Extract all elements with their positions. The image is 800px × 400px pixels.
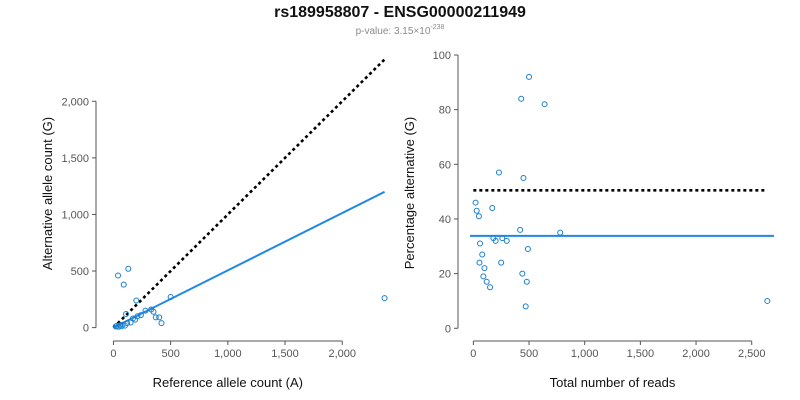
right-y-tick-label: 20 [439,269,451,281]
pvalue-text: p-value: 3.15×10 [355,26,431,37]
chart-title: rs189958807 - ENSG00000211949 [274,4,526,21]
right-data-point [495,169,502,176]
right-data-point [518,95,525,102]
right-data-point [473,207,480,214]
left-x-tick-label: 2,000 [328,348,356,360]
left-data-point [118,323,125,330]
right-data-point [764,297,771,304]
right-x-axis-title: Total number of reads [550,375,676,390]
left-x-tick-label: 0 [110,348,116,360]
left-fit-line [112,190,386,329]
left-data-point [167,294,174,301]
right-data-point [541,101,548,108]
right-x-tick-label: 2,000 [682,348,710,360]
right-data-point [522,303,529,310]
left-data-point [158,320,165,327]
right-y-tick-label: 80 [439,105,451,117]
right-y-tick-label: 60 [439,159,451,171]
right-data-point [472,199,479,206]
right-data-point [498,259,505,266]
left-reference-line [112,58,386,329]
left-data-point [120,281,127,288]
right-data-point [479,251,486,258]
right-data-point [499,235,506,242]
left-data-point [142,307,149,314]
left-x-tick-label: 500 [161,348,179,360]
right-data-point [475,213,482,220]
left-data-point [134,313,141,320]
left-data-point [152,314,159,321]
right-data-point [483,278,490,285]
right-x-tick-label: 1,500 [627,348,655,360]
left-x-tick-label: 1,000 [214,348,242,360]
right-data-point [481,265,488,272]
right-data-point [480,273,487,280]
left-x-axis-title: Reference allele count (A) [153,375,303,390]
left-y-axis-title: Alternative allele count (G) [40,117,55,270]
left-data-point [156,314,163,321]
right-data-point [477,240,484,247]
right-data-point [492,237,499,244]
left-data-point [381,295,388,302]
left-data-point [123,311,130,318]
right-y-axis-title: Percentage alternative (G) [402,117,417,269]
pvalue-subtitle: p-value: 3.15×10-238 [0,24,800,37]
right-data-point [503,237,510,244]
left-x-tick-label: 1,500 [271,348,299,360]
left-data-point [137,312,144,319]
right-data-point [526,73,533,80]
right-data-point [524,246,531,253]
left-data-point [115,272,122,279]
right-data-point [519,270,526,277]
left-data-point [133,297,140,304]
left-y-tick-label: 500 [71,266,89,278]
right-data-point [520,174,527,181]
right-y-tick-label: 40 [439,214,451,226]
pvalue-exponent: -238 [430,24,445,31]
right-x-tick-label: 0 [470,348,476,360]
left-y-tick-label: 1,000 [61,209,89,221]
right-y-tick-label: 0 [445,323,451,335]
right-data-point [487,284,494,291]
left-data-point [124,320,131,327]
right-y-tick-label: 100 [433,50,451,62]
right-data-point [523,278,530,285]
left-y-tick-label: 1,500 [61,153,89,165]
left-data-point [125,265,132,272]
left-y-tick-label: 0 [83,323,89,335]
right-data-point [476,259,483,266]
right-x-tick-label: 500 [520,348,538,360]
right-x-tick-label: 2,500 [738,348,766,360]
left-data-point [150,308,157,315]
right-x-tick-label: 1,000 [571,348,599,360]
right-data-point [517,226,524,233]
left-y-tick-label: 2,000 [61,96,89,108]
right-data-point [557,229,564,236]
right-data-point [489,205,496,212]
